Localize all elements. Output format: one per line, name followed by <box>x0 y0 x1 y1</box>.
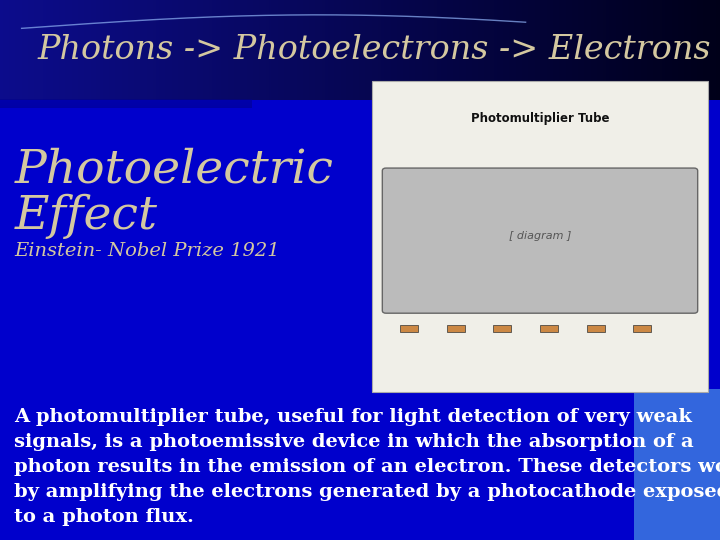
Text: [ diagram ]: [ diagram ] <box>509 231 571 241</box>
Bar <box>540 325 558 332</box>
FancyBboxPatch shape <box>382 168 698 313</box>
Bar <box>400 325 418 332</box>
Text: A photomultiplier tube, useful for light detection of very weak
signals, is a ph: A photomultiplier tube, useful for light… <box>14 408 720 526</box>
Text: Einstein- Nobel Prize 1921: Einstein- Nobel Prize 1921 <box>14 242 280 260</box>
Bar <box>493 325 511 332</box>
Text: Photons -> Photoelectrons -> Electrons: Photons -> Photoelectrons -> Electrons <box>37 34 711 66</box>
Text: Photomultiplier Tube: Photomultiplier Tube <box>471 112 609 125</box>
Text: Photoelectric: Photoelectric <box>14 147 333 193</box>
Text: Effect: Effect <box>14 193 158 239</box>
Bar <box>447 325 465 332</box>
Bar <box>587 325 605 332</box>
FancyBboxPatch shape <box>634 389 720 540</box>
Bar <box>633 325 651 332</box>
Bar <box>372 81 708 392</box>
